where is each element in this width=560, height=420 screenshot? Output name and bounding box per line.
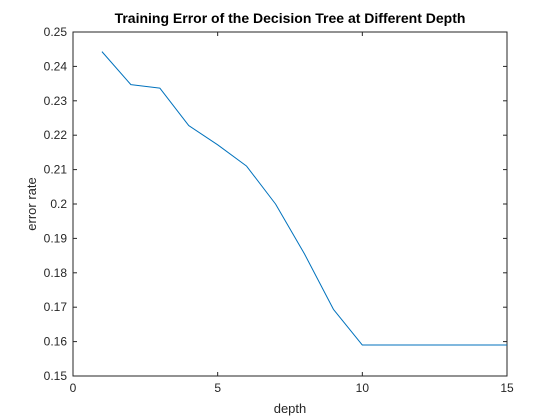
x-tick-label: 0	[70, 381, 77, 395]
y-tick-label: 0.24	[44, 59, 68, 73]
y-tick-label: 0.16	[44, 335, 68, 349]
series-group	[101, 51, 507, 346]
x-tick-label: 15	[500, 381, 514, 395]
chart-title: Training Error of the Decision Tree at D…	[115, 10, 466, 26]
y-tick-label: 0.22	[44, 128, 68, 142]
y-tick-label: 0.19	[44, 231, 68, 245]
y-tick-label: 0.21	[44, 163, 68, 177]
y-axis-label: error rate	[24, 177, 39, 230]
y-tick-label: 0.18	[44, 266, 68, 280]
y-tick-label: 0.25	[44, 25, 68, 39]
x-tick-label: 5	[214, 381, 221, 395]
series-line	[101, 51, 507, 346]
y-tick-label: 0.2	[50, 197, 67, 211]
x-tick-label: 10	[356, 381, 370, 395]
y-tick-label: 0.23	[44, 94, 68, 108]
plot-area	[72, 31, 508, 377]
y-tick-label: 0.15	[44, 369, 68, 383]
axis-tick-labels: 0 5 10 15 0.15 0.16 0.17 0.18 0.19 0.2 0.21 0.22 0.2…	[44, 25, 514, 395]
axis-ticks	[72, 31, 508, 377]
x-axis-label: depth	[274, 401, 307, 416]
y-tick-label: 0.17	[44, 300, 68, 314]
